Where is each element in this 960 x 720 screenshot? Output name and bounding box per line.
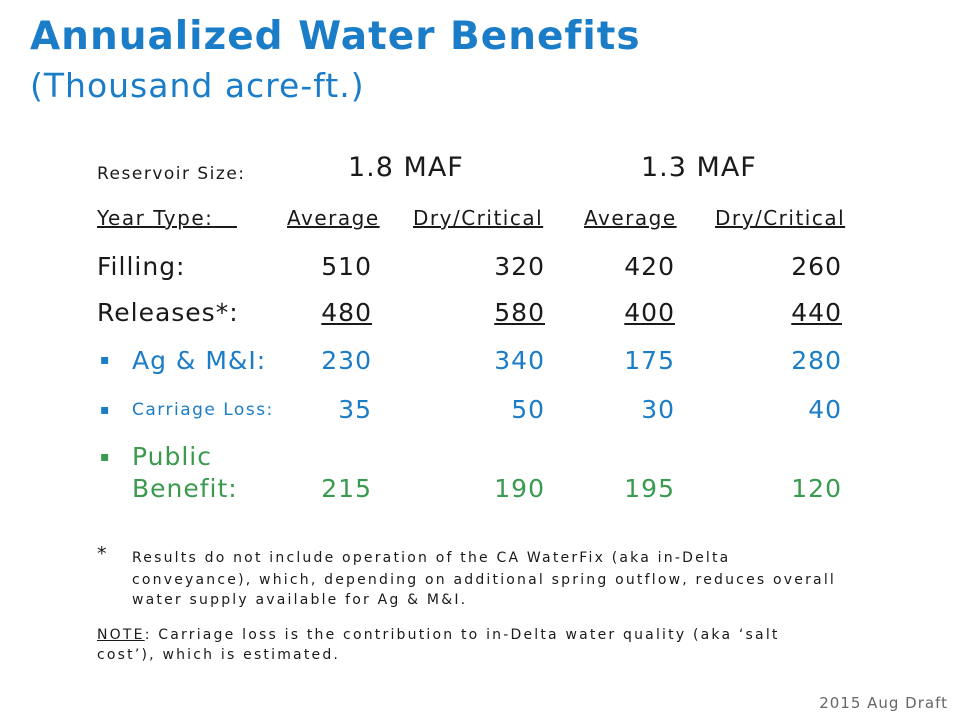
row-label-carriage: Carriage Loss: — [132, 400, 274, 420]
year-type-1: Average — [287, 206, 380, 230]
footnote-line-3: water supply available for Ag & M&I. — [132, 592, 468, 608]
public-value-1: 215 — [321, 474, 372, 503]
ag-bullet-icon: ▪ — [100, 352, 110, 368]
row-label-ag: Ag & M&I: — [132, 346, 267, 375]
row-label-public-line1: Public — [132, 442, 212, 471]
year-type-label: Year Type: — [97, 206, 214, 230]
year-type-2: Dry/Critical — [413, 206, 544, 230]
note-line-2: cost’), which is estimated. — [97, 647, 341, 663]
page-subtitle: (Thousand acre-ft.) — [30, 66, 365, 105]
note-line-1: NOTE: Carriage loss is the contribution … — [97, 625, 780, 645]
public-value-4: 120 — [791, 474, 842, 503]
footnote-line-1: Results do not include operation of the … — [132, 550, 731, 566]
footnote-mark: * — [97, 543, 107, 565]
filling-value-2: 320 — [494, 252, 545, 281]
releases-value-1: 480 — [321, 298, 372, 327]
footnote-line-2: conveyance), which, depending on additio… — [132, 572, 837, 588]
year-type-4: Dry/Critical — [715, 206, 846, 230]
ag-value-1: 230 — [321, 346, 372, 375]
public-bullet-icon: ▪ — [100, 449, 110, 465]
carriage-bullet-icon: ▪ — [100, 402, 110, 418]
ag-value-4: 280 — [791, 346, 842, 375]
filling-value-1: 510 — [321, 252, 372, 281]
carriage-value-1: 35 — [338, 395, 372, 424]
reservoir-size-label: Reservoir Size: — [97, 164, 246, 184]
public-value-3: 195 — [624, 474, 675, 503]
carriage-value-2: 50 — [511, 395, 545, 424]
ag-value-3: 175 — [624, 346, 675, 375]
note-text-1: : Carriage loss is the contribution to i… — [144, 627, 780, 643]
row-label-releases: Releases*: — [97, 298, 239, 327]
row-label-public: Benefit: — [132, 474, 238, 503]
row-label-filling: Filling: — [97, 252, 186, 281]
filling-value-4: 260 — [791, 252, 842, 281]
releases-value-2: 580 — [494, 298, 545, 327]
carriage-value-4: 40 — [808, 395, 842, 424]
ag-value-2: 340 — [494, 346, 545, 375]
reservoir-size-1: 1.8 MAF — [348, 152, 464, 183]
page-title: Annualized Water Benefits — [30, 14, 641, 59]
carriage-value-3: 30 — [641, 395, 675, 424]
public-value-2: 190 — [494, 474, 545, 503]
reservoir-size-2: 1.3 MAF — [641, 152, 757, 183]
filling-value-3: 420 — [624, 252, 675, 281]
year-type-3: Average — [584, 206, 677, 230]
releases-value-4: 440 — [791, 298, 842, 327]
note-label: NOTE — [97, 627, 145, 643]
releases-value-3: 400 — [624, 298, 675, 327]
draft-label: 2015 Aug Draft — [819, 694, 948, 712]
